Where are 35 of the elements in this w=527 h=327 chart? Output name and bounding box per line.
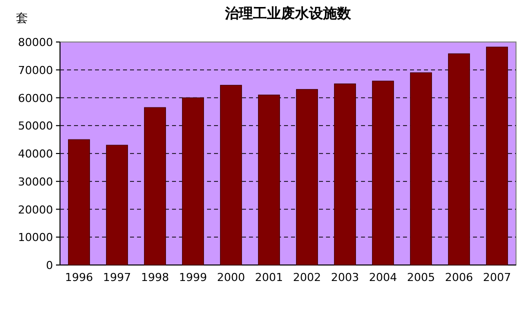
x-tick-label: 2004 — [369, 271, 397, 284]
y-tick-label: 10000 — [18, 231, 53, 244]
x-tick-label: 1997 — [103, 271, 131, 284]
x-tick-label: 1998 — [141, 271, 169, 284]
bar — [68, 139, 90, 266]
y-tick-label: 50000 — [18, 120, 53, 133]
y-tick-label: 80000 — [18, 36, 53, 49]
x-tick-label: 2003 — [331, 271, 359, 284]
bar — [144, 107, 166, 266]
x-tick-label: 2002 — [293, 271, 321, 284]
bar — [296, 89, 318, 266]
y-axis-title: 套 — [16, 11, 28, 25]
bar — [220, 84, 242, 266]
bar — [258, 94, 280, 266]
bar — [106, 144, 128, 266]
y-tick-label: 0 — [46, 259, 53, 272]
y-tick-label: 30000 — [18, 175, 53, 188]
bar — [182, 97, 204, 266]
y-tick-label: 70000 — [18, 64, 53, 77]
chart-title: 治理工业废水设施数 — [224, 5, 352, 22]
x-tick-label: 2000 — [217, 271, 245, 284]
bar — [410, 72, 432, 266]
y-tick-label: 60000 — [18, 92, 53, 105]
x-tick-label: 2005 — [407, 271, 435, 284]
y-tick-label: 20000 — [18, 203, 53, 216]
bar — [372, 80, 394, 266]
bar — [486, 46, 508, 266]
y-tick-label: 40000 — [18, 148, 53, 160]
x-tick-label: 2007 — [483, 271, 511, 284]
x-tick-label: 1996 — [65, 271, 93, 284]
bar — [334, 84, 356, 266]
x-tick-label: 2001 — [255, 271, 283, 284]
x-tick-label: 1999 — [179, 271, 207, 284]
x-tick-label: 2006 — [445, 271, 473, 284]
bar — [448, 53, 470, 266]
